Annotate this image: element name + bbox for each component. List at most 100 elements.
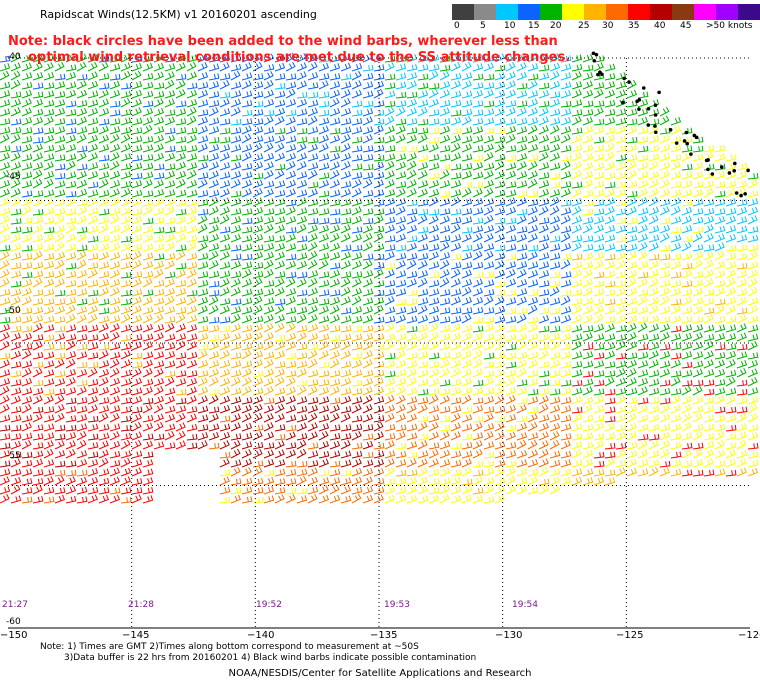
wind-barb: [164, 163, 176, 171]
wind-barb: [626, 404, 638, 414]
wind-barb: [54, 278, 65, 288]
wind-barb: [76, 450, 88, 459]
wind-barb: [219, 305, 230, 315]
wind-barb: [274, 107, 286, 117]
wind-barb: [362, 341, 373, 351]
wind-barb: [120, 82, 132, 90]
wind-barb: [87, 54, 99, 63]
wind-barb: [0, 126, 11, 135]
wind-barb: [516, 161, 527, 171]
wind-barb: [142, 100, 154, 108]
wind-barb: [131, 387, 143, 396]
wind-barb: [593, 100, 605, 108]
wind-barb: [461, 286, 472, 297]
wind-barb: [153, 116, 165, 126]
wind-barb: [351, 126, 363, 135]
wind-barb: [505, 100, 517, 108]
wind-barb: [219, 316, 231, 324]
wind-barb: [582, 378, 594, 387]
wind-barb: [230, 413, 241, 423]
wind-barb: [681, 306, 693, 315]
wind-barb: [439, 118, 451, 126]
wind-barb: [571, 261, 583, 270]
wind-barb: [54, 118, 66, 126]
wind-barb: [406, 494, 418, 504]
wind-barb: [472, 397, 484, 405]
wind-barb: [0, 340, 10, 351]
wind-barb: [32, 442, 44, 450]
wind-barb: [175, 340, 186, 351]
wind-barb: [582, 396, 594, 405]
wind-barb: [230, 90, 242, 99]
wind-barb: [252, 412, 263, 423]
wind-barb: [560, 369, 572, 378]
wind-barb: [43, 216, 55, 225]
wind-barb: [538, 485, 549, 495]
wind-barb: [307, 467, 318, 477]
wind-barb: [131, 406, 143, 414]
wind-barb: [516, 53, 527, 63]
wind-barb: [648, 450, 660, 459]
wind-barb: [428, 261, 440, 270]
wind-barb: [197, 143, 208, 153]
wind-barb: [329, 54, 341, 63]
wind-barb: [87, 235, 99, 243]
wind-barb: [626, 287, 637, 297]
wind-barb: [538, 325, 550, 333]
wind-barb: [747, 377, 758, 387]
color-scale-swatch-8: [628, 4, 650, 20]
wind-barb: [527, 341, 538, 351]
wind-barb: [10, 296, 21, 306]
wind-barb: [527, 199, 539, 207]
wind-barb: [274, 277, 285, 288]
wind-barb: [692, 405, 704, 414]
wind-barb: [43, 72, 55, 81]
wind-barb: [615, 117, 627, 126]
wind-barb: [626, 118, 638, 126]
wind-barb: [417, 378, 429, 387]
wind-barb: [560, 100, 572, 108]
wind-barb: [747, 396, 759, 405]
wind-barb: [362, 64, 374, 72]
wind-barb: [362, 116, 373, 126]
wind-barb: [296, 313, 307, 324]
wind-barb: [76, 458, 88, 468]
wind-barb: [626, 125, 638, 135]
wind-barb: [0, 385, 10, 396]
wind-barb: [318, 485, 329, 495]
wind-barb: [483, 377, 494, 387]
wind-barb: [395, 359, 407, 369]
wind-barb: [164, 189, 176, 198]
wind-barb: [527, 370, 539, 378]
wind-barb: [571, 305, 582, 315]
wind-barb: [505, 485, 516, 495]
wind-barb: [285, 226, 297, 234]
wind-barb: [681, 369, 693, 378]
wind-barb: [274, 115, 285, 126]
wind-barb: [263, 161, 274, 171]
wind-barb: [98, 323, 109, 333]
wind-barb: [120, 188, 131, 198]
wind-barb: [373, 304, 384, 315]
wind-barb: [362, 451, 374, 459]
wind-barb: [670, 125, 681, 135]
wind-barb: [274, 334, 286, 342]
wind-barb: [186, 106, 197, 117]
wind-barb: [230, 439, 241, 450]
wind-barb: [516, 126, 528, 135]
wind-barb: [362, 440, 374, 450]
wind-barb: [153, 297, 165, 306]
wind-barb: [692, 448, 703, 459]
wind-barb: [450, 134, 461, 144]
wind-barb: [54, 126, 66, 135]
wind-barb: [582, 297, 594, 306]
wind-barb: [483, 214, 494, 225]
wind-barb: [241, 109, 253, 117]
wind-barb: [131, 243, 143, 252]
wind-barb: [208, 324, 220, 333]
wind-barb: [54, 378, 66, 387]
wind-barb: [307, 343, 319, 351]
wind-barb: [648, 423, 660, 432]
wind-barb: [648, 459, 660, 468]
wind-barb: [604, 350, 616, 360]
